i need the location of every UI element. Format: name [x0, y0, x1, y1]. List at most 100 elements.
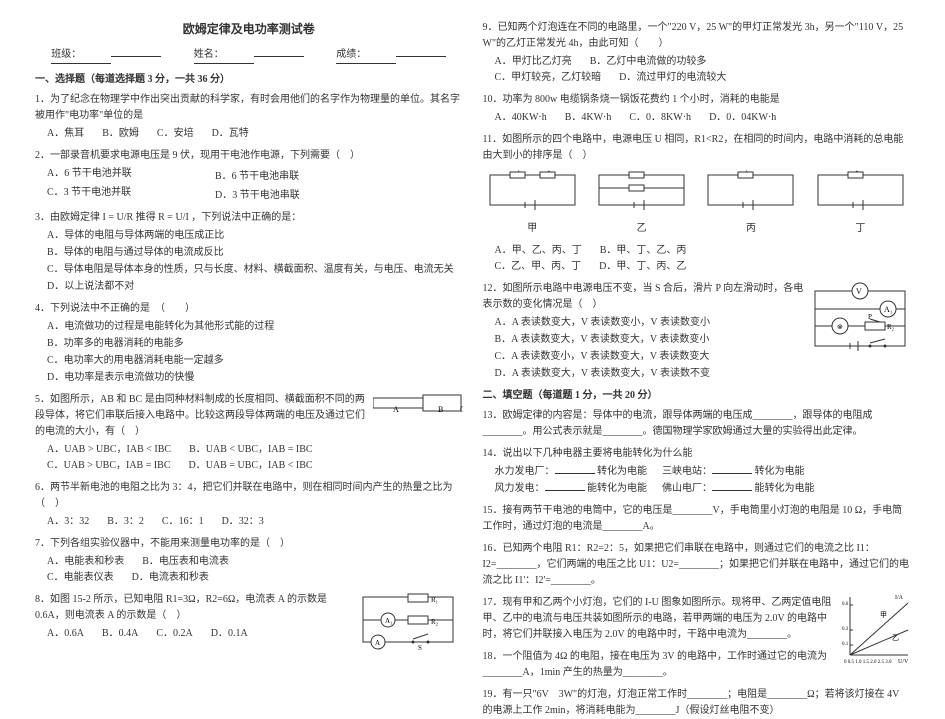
- q5-opt-b: B．UAB < UBC，IAB = IBC: [189, 442, 313, 458]
- q1-opt-c: C．安培: [157, 126, 194, 142]
- q11-opt-b: B．甲、丁、乙、丙: [600, 243, 687, 259]
- svg-text:R₂: R₂: [851, 170, 859, 172]
- graph-xlabel: U/V: [898, 659, 909, 665]
- q3-opt-b: B．导体的电阻与通过导体的电流成反比: [47, 245, 463, 261]
- label-bing: 丙: [703, 221, 798, 237]
- svg-text:A₁: A₁: [884, 305, 893, 314]
- q6-opt-b: B．3：2: [107, 514, 144, 530]
- q7-opt-d: D．电流表和秒表: [132, 570, 209, 586]
- q4-opt-b: B．功率多的电器消耗的电能多: [47, 336, 463, 352]
- svg-text:P: P: [868, 313, 872, 321]
- q7-opt-b: B．电压表和电流表: [142, 554, 229, 570]
- score-field: 成绩：: [336, 47, 446, 64]
- graph-ylabel: I/A: [895, 595, 904, 601]
- question-9: 9．已知两个灯泡连在不同的电路里，一个"220 V，25 W"的甲灯正常发光 3…: [483, 20, 911, 86]
- q3-opt-a: A．导体的电阻与导体两端的电压成正比: [47, 228, 463, 244]
- name-field: 姓名：: [194, 47, 304, 64]
- q14-text: 14．说出以下几种电器主要将电能转化为什么能: [483, 446, 911, 462]
- svg-text:R₁: R₁: [741, 170, 748, 172]
- student-info-row: 班级： 姓名： 成绩：: [35, 47, 463, 64]
- question-13: 13．欧姆定律的内容是：导体中的电流，跟导体两端的电压成________，跟导体…: [483, 408, 911, 440]
- question-4: 4．下列说法中不正确的是 （ ） A．电流做功的过程是电能转化为其他形式能的过程…: [35, 301, 463, 386]
- question-16: 16．已知两个电阻 R1：R2=2：5，如果把它们串联在电路中，则通过它们的电流…: [483, 541, 911, 589]
- circuit-yi: 乙: [594, 170, 689, 237]
- question-6: 6．两节半新电池的电阻之比为 3：4，把它们并联在电路中，则在相同时间内产生的热…: [35, 480, 463, 530]
- svg-text:S: S: [418, 644, 422, 652]
- svg-text:A: A: [375, 639, 380, 647]
- label-b: B: [438, 405, 443, 414]
- question-17: 甲 乙 I/A 0.6 0.3 0.1 0 0.5 1.0 1.5 2.0 2.…: [483, 595, 911, 643]
- svg-text:R₂: R₂: [887, 323, 895, 331]
- q14-r2d: 能转化为电能: [755, 483, 815, 494]
- test-title: 欧姆定律及电功率测试卷: [35, 20, 463, 39]
- q1-opt-b: B．欧姆: [102, 126, 139, 142]
- label-jia: 甲: [485, 221, 580, 237]
- question-10: 10．功率为 800w 电缆锅条烧一锅饭花费约 1 个小时，消耗的电能是 A．4…: [483, 92, 911, 126]
- q1-text: 1．为了纪念在物理学中作出突出贡献的科学家，有时会用他们的名字作为物理量的单位。…: [35, 92, 463, 124]
- q8-opt-a: A．0.6A: [47, 626, 84, 642]
- q7-opt-c: C．电能表仪表: [47, 570, 114, 586]
- q2-opt-b: B．6 节干电池串联: [215, 169, 299, 185]
- svg-text:R₂: R₂: [543, 170, 551, 172]
- question-8: R₁ A₁ R₂ A S 8．如图 15-2 所示，已知电阻 R1=3Ω，R2=…: [35, 592, 463, 642]
- question-15: 15．接有两节干电池的电筒中，它的电压是________V，手电筒里小灯泡的电阻…: [483, 503, 911, 535]
- q10-opt-a: A．40KW·h: [495, 110, 547, 126]
- graph-label-jia: 甲: [880, 611, 887, 619]
- q4-opt-d: D．电功率是表示电流做功的快慢: [47, 370, 463, 386]
- section-2-head: 二、填空题（每道题 1 分，一共 20 分）: [483, 388, 911, 404]
- q8-opt-c: C．0.2A: [156, 626, 192, 642]
- question-12: V A₁ ⊗ R₂ P 12．如图所示电路中电源电压不变，当 S 合后，滑片 P…: [483, 281, 911, 382]
- graph-xticks: 0 0.5 1.0 1.5 2.0 2.5 3.0: [844, 660, 892, 665]
- q7-opt-a: A．电能表和秒表: [47, 554, 124, 570]
- q14-r2c: 佛山电厂：: [662, 483, 712, 494]
- q6-text: 6．两节半新电池的电阻之比为 3：4，把它们并联在电路中，则在相同时间内产生的热…: [35, 480, 463, 512]
- q12-circuit-figure: V A₁ ⊗ R₂ P: [810, 281, 910, 362]
- question-3: 3．由欧姆定律 I = U/R 推得 R = U/I ，下列说法中正确的是： A…: [35, 210, 463, 295]
- q8-circuit-figure: R₁ A₁ R₂ A S: [353, 592, 463, 658]
- q3-opt-d: D．以上说法都不对: [47, 279, 463, 295]
- svg-text:0.3: 0.3: [842, 627, 849, 632]
- q14-r1a: 水力发电厂：: [495, 466, 555, 477]
- q5-opt-c: C．UAB > UBC，IAB = IBC: [47, 458, 171, 474]
- q3-text: 3．由欧姆定律 I = U/R 推得 R = U/I ，下列说法中正确的是：: [35, 210, 463, 226]
- circuit-ding: R₂ 丁: [813, 170, 908, 237]
- svg-text:0.1: 0.1: [842, 642, 849, 647]
- svg-text:R₁: R₁: [513, 170, 520, 172]
- q2-text: 2．一部录音机要求电源电压是 9 伏，现用干电池作电源，下列需要（ ）: [35, 148, 463, 164]
- q10-opt-c: C．0．8KW·h: [629, 110, 691, 126]
- q10-opt-b: B．4KW·h: [565, 110, 612, 126]
- q2-opt-d: D．3 节干电池串联: [215, 188, 300, 204]
- question-19: 19．有一只"6V 3W"的灯泡，灯泡正常工作时________；电阻是____…: [483, 687, 911, 719]
- question-2: 2．一部录音机要求电源电压是 9 伏，现用干电池作电源，下列需要（ ） A．6 …: [35, 148, 463, 204]
- q1-opt-d: D．瓦特: [212, 126, 249, 142]
- graph-label-yi: 乙: [892, 634, 899, 642]
- right-column: 9．已知两个灯泡连在不同的电路里，一个"220 V，25 W"的甲灯正常发光 3…: [473, 20, 921, 635]
- svg-text:V: V: [856, 287, 862, 296]
- q11-circuits: R₁ R₂ 甲 乙 R₁ 丙 R₂ 丁: [483, 170, 911, 237]
- q8-opt-d: D．0.1A: [211, 626, 248, 642]
- q9-opt-d: D．流过甲灯的电流较大: [619, 70, 726, 86]
- conductor-figure: A B C: [373, 392, 463, 420]
- left-column: 欧姆定律及电功率测试卷 班级： 姓名： 成绩： 一、选择题（每道选择题 3 分，…: [25, 20, 473, 635]
- q14-r1c: 三峡电站：: [662, 466, 712, 477]
- class-field: 班级：: [51, 47, 161, 64]
- q1-opt-a: A．焦耳: [47, 126, 84, 142]
- label-ding: 丁: [813, 221, 908, 237]
- question-11: 11．如图所示的四个电路中，电源电压 U 相同，R1<R2，在相同的时间内，电路…: [483, 132, 911, 275]
- q14-r2a: 风力发电：: [495, 483, 545, 494]
- q11-opt-d: D．甲、丁、丙、乙: [599, 259, 686, 275]
- label-yi: 乙: [594, 221, 689, 237]
- svg-text:⊗: ⊗: [837, 323, 843, 331]
- question-1: 1．为了纪念在物理学中作出突出贡献的科学家，有时会用他们的名字作为物理量的单位。…: [35, 92, 463, 142]
- q4-opt-c: C．电功率大的用电器消耗电能一定越多: [47, 353, 463, 369]
- q5-opt-d: D．UAB = UBC，IAB < IBC: [189, 458, 313, 474]
- svg-text:R₁: R₁: [431, 596, 438, 604]
- q4-text: 4．下列说法中不正确的是 （ ）: [35, 301, 463, 317]
- q10-text: 10．功率为 800w 电缆锅条烧一锅饭花费约 1 个小时，消耗的电能是: [483, 92, 911, 108]
- q9-text: 9．已知两个灯泡连在不同的电路里，一个"220 V，25 W"的甲灯正常发光 3…: [483, 20, 911, 52]
- q3-opt-c: C．导体电阻是导体本身的性质，只与长度、材料、横截面积、温度有关，与电压、电流无…: [47, 262, 463, 278]
- q9-opt-a: A．甲灯比乙灯亮: [495, 54, 572, 70]
- circuit-jia: R₁ R₂ 甲: [485, 170, 580, 237]
- q11-opt-a: A．甲、乙、丙、丁: [495, 243, 582, 259]
- q14-r1d: 转化为电能: [755, 466, 805, 477]
